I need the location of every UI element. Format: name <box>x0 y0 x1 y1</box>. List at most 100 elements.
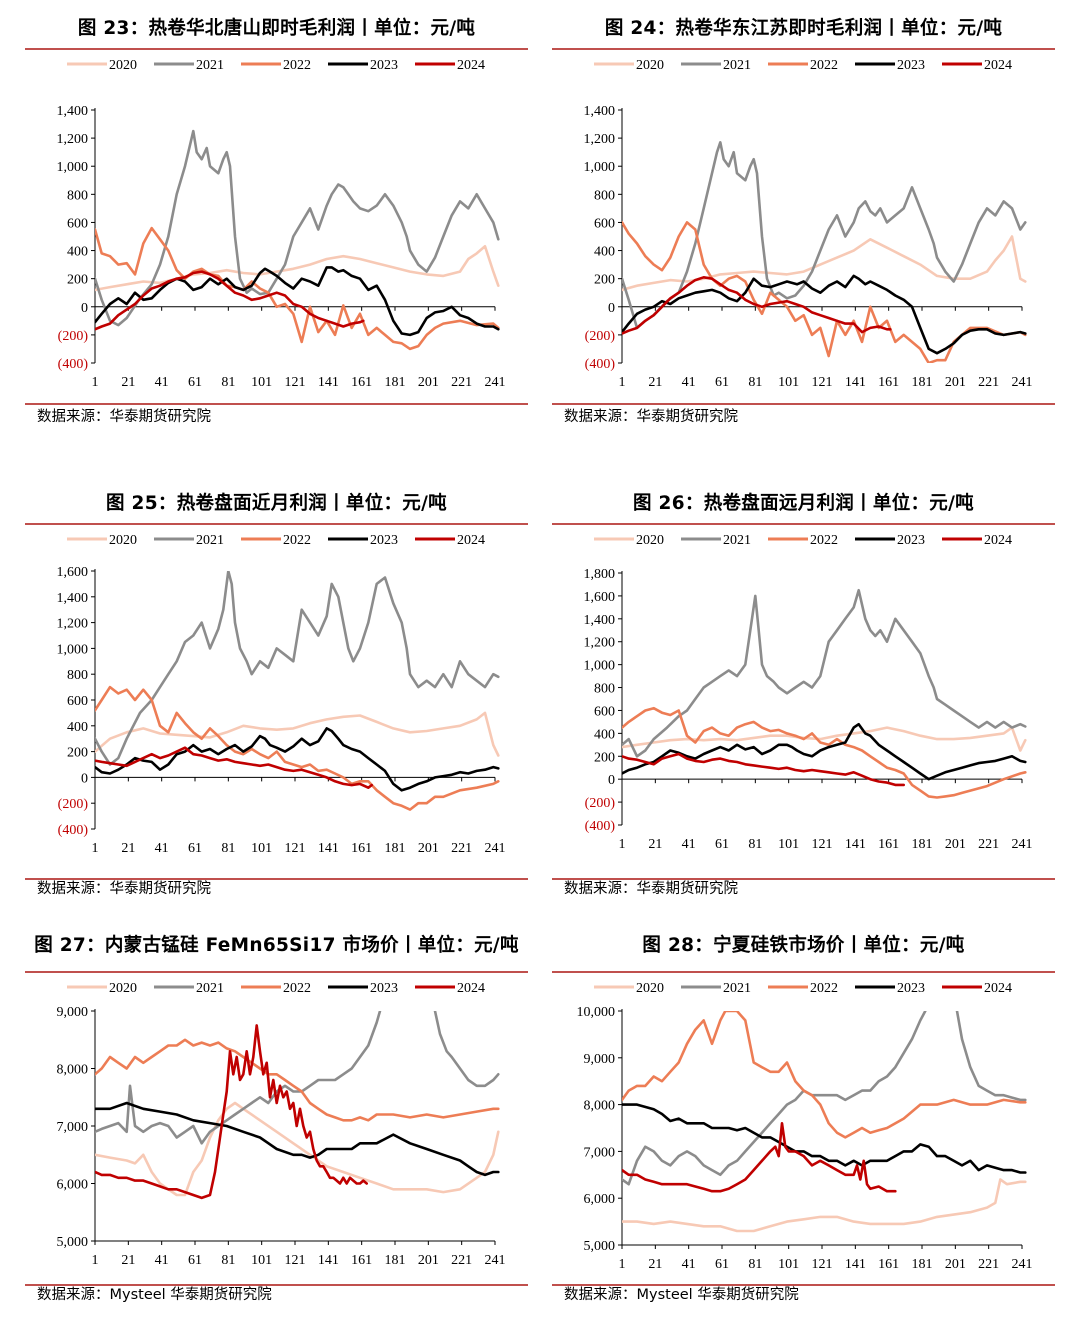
x-tick-label: 61 <box>188 841 202 856</box>
legend-label-2021: 2021 <box>723 58 751 73</box>
legend-label-2023: 2023 <box>897 981 925 996</box>
y-tick-label: 200 <box>594 273 615 288</box>
x-tick-label: 1 <box>619 1257 626 1272</box>
y-tick-label: 400 <box>594 245 615 260</box>
chart-panel-28: 图 28：宁夏硅铁市场价丨单位：元/吨 2020 2021 2022 2023 2024… <box>552 929 1055 1329</box>
series-line-2021 <box>95 571 500 766</box>
y-tick-label: 9,000 <box>57 1005 89 1020</box>
y-tick-label: 1,400 <box>57 104 89 119</box>
x-tick-label: 101 <box>251 841 272 856</box>
title-rule <box>25 523 528 525</box>
y-tick-label: 7,000 <box>584 1145 616 1160</box>
x-tick-label: 141 <box>318 841 339 856</box>
series-line-2020 <box>95 1101 500 1197</box>
y-tick-label: (400) <box>58 357 89 372</box>
series-line-2021 <box>95 1011 382 1145</box>
y-tick-label: 1,400 <box>584 104 616 119</box>
chart-panel-26: 图 26：热卷盘面远月利润丨单位：元/吨 2020 2021 2022 2023 202… <box>552 487 1055 907</box>
panel-title: 图 28：宁夏硅铁市场价丨单位：元/吨 <box>642 935 965 956</box>
legend-label-2020: 2020 <box>636 981 664 996</box>
series-line-2022 <box>95 685 500 811</box>
y-tick-label: 0 <box>608 773 615 788</box>
x-tick-label: 41 <box>682 837 696 852</box>
y-tick-label: 8,000 <box>584 1099 616 1114</box>
x-tick-label: 121 <box>812 375 833 390</box>
x-tick-label: 1 <box>92 1253 99 1268</box>
panel-title: 图 24：热卷华东江苏即时毛利润丨单位：元/吨 <box>604 18 1003 39</box>
x-tick-label: 81 <box>221 1253 235 1268</box>
x-tick-label: 181 <box>912 1257 933 1272</box>
x-tick-label: 181 <box>912 837 933 852</box>
x-tick-label: 21 <box>121 841 135 856</box>
source-note: 数据来源：华泰期货研究院 <box>37 881 211 897</box>
y-tick-label: 200 <box>67 746 88 761</box>
y-tick-label: 600 <box>594 216 615 231</box>
x-tick-label: 121 <box>285 375 306 390</box>
series-line-2020 <box>95 711 500 757</box>
series-line-2022 <box>95 226 500 351</box>
series-line-2024 <box>95 746 373 789</box>
y-tick-label: 600 <box>67 216 88 231</box>
y-tick-label: 0 <box>608 301 615 316</box>
y-tick-label: 1,400 <box>584 613 616 628</box>
line-chart: 2020 2021 2022 2023 2024 (400) (200) 0 200 400 600… <box>584 533 1033 852</box>
series-line-2022 <box>622 706 1027 799</box>
line-chart: 2020 2021 2022 2023 2024 5,000 6,000 7,000 8,000… <box>57 981 506 1268</box>
series-group <box>95 1011 500 1200</box>
series-line-2023 <box>95 727 500 792</box>
x-tick-label: 201 <box>418 1253 439 1268</box>
legend-label-2020: 2020 <box>109 533 137 548</box>
source-rule <box>25 1284 528 1286</box>
y-tick-label: 7,000 <box>57 1120 89 1135</box>
chart-panel-23: 图 23：热卷华北唐山即时毛利润丨单位：元/吨 2020 2021 2022 2023… <box>25 12 528 432</box>
y-tick-label: (400) <box>585 357 616 372</box>
x-tick-label: 241 <box>1012 837 1033 852</box>
y-tick-label: 5,000 <box>57 1235 89 1250</box>
x-tick-label: 181 <box>912 375 933 390</box>
y-tick-label: 1,200 <box>57 132 89 147</box>
series-line-2021 <box>955 1011 1027 1102</box>
panel-title: 图 23：热卷华北唐山即时毛利润丨单位：元/吨 <box>77 18 476 39</box>
y-tick-label: 0 <box>81 771 88 786</box>
y-tick-label: 200 <box>67 273 88 288</box>
legend-label-2022: 2022 <box>283 58 311 73</box>
series-line-2023 <box>95 266 500 337</box>
source-rule <box>25 878 528 880</box>
source-note: 数据来源：Mysteel 华泰期货研究院 <box>37 1287 272 1303</box>
line-chart: 2020 2021 2022 2023 2024 (400) (200) 0 200 400 600… <box>57 58 506 390</box>
title-rule <box>552 523 1055 525</box>
y-tick-label: 600 <box>67 694 88 709</box>
series-line-2024 <box>95 1024 368 1200</box>
x-tick-label: 41 <box>682 375 696 390</box>
line-chart: 2020 2021 2022 2023 2024 (400) (200) 0 200 400 600… <box>57 533 506 856</box>
x-tick-label: 201 <box>418 375 439 390</box>
y-tick-label: 1,600 <box>57 565 89 580</box>
x-tick-label: 161 <box>878 375 899 390</box>
source-rule <box>552 1284 1055 1286</box>
x-tick-label: 61 <box>188 1253 202 1268</box>
y-tick-label: 400 <box>67 245 88 260</box>
y-tick-label: 1,000 <box>584 659 616 674</box>
x-tick-label: 41 <box>155 1253 169 1268</box>
legend-label-2023: 2023 <box>370 533 398 548</box>
chart-panel-27: 图 27：内蒙古锰硅 FeMn65Si17 市场价丨单位：元/吨 2020 202… <box>25 929 528 1329</box>
series-line-2022 <box>622 1011 1027 1139</box>
x-tick-label: 101 <box>251 375 272 390</box>
series-group <box>95 129 500 351</box>
y-tick-label: (400) <box>585 819 616 834</box>
panel-title: 图 27：内蒙古锰硅 FeMn65Si17 市场价丨单位：元/吨 <box>34 935 519 956</box>
x-tick-label: 61 <box>715 1257 729 1272</box>
legend: 2020 2021 2022 2023 2024 <box>594 533 1012 548</box>
x-tick-label: 21 <box>648 375 662 390</box>
title-rule <box>552 48 1055 50</box>
legend-label-2024: 2024 <box>457 533 485 548</box>
line-chart: 2020 2021 2022 2023 2024 (400) (200) 0 200 400 600… <box>584 58 1033 390</box>
x-tick-label: 221 <box>978 837 999 852</box>
series-line-2020 <box>622 1178 1027 1233</box>
y-tick-label: 6,000 <box>584 1192 616 1207</box>
x-tick-label: 221 <box>451 1253 472 1268</box>
x-tick-label: 21 <box>121 1253 135 1268</box>
x-tick-label: 61 <box>715 837 729 852</box>
legend-label-2022: 2022 <box>810 981 838 996</box>
x-tick-label: 221 <box>978 1257 999 1272</box>
